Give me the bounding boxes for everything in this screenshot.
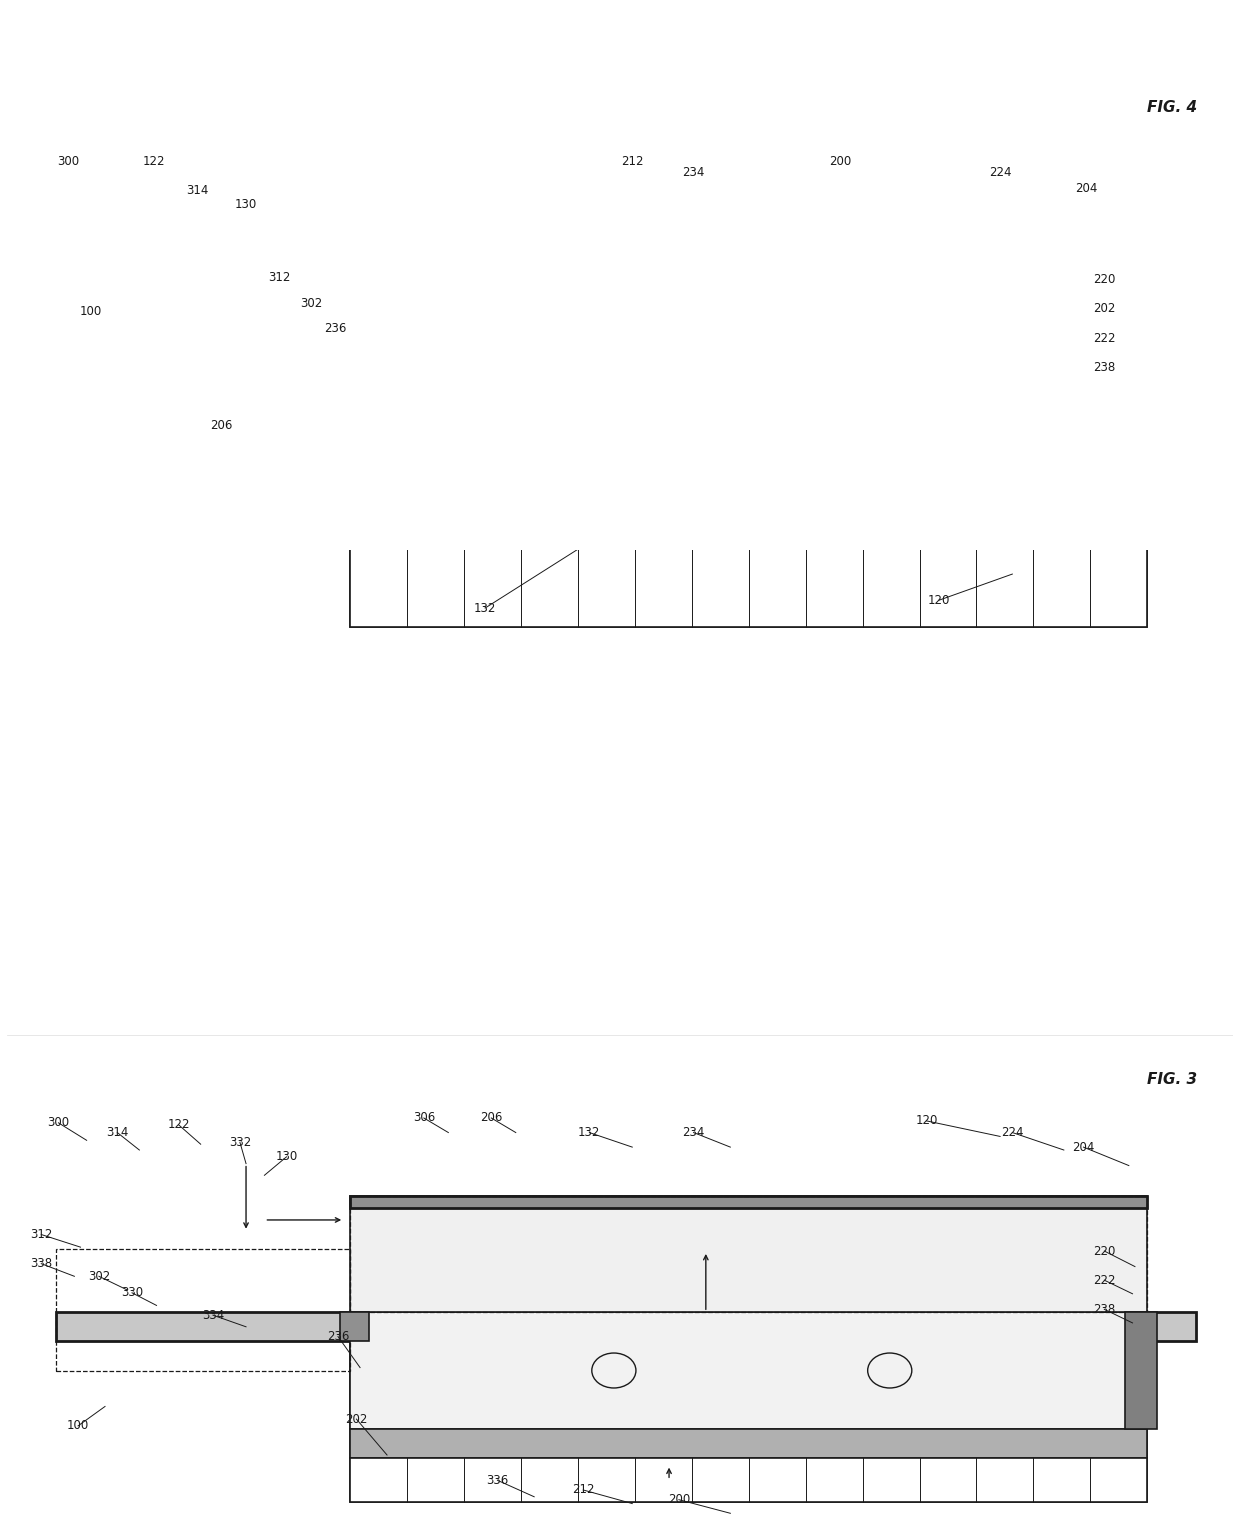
Text: 300: 300 [57,154,79,168]
Bar [350,225,1147,237]
Text: 100: 100 [79,306,102,318]
Text: FIG. 4: FIG. 4 [1147,101,1198,115]
Text: 236: 236 [325,322,347,335]
Text: 212: 212 [621,154,644,168]
Bar [350,1313,1147,1429]
Bar [350,457,1147,486]
Text: 306: 306 [413,1111,435,1125]
Text: 224: 224 [1001,1126,1023,1138]
Text: 222: 222 [1094,1274,1116,1287]
Bar [56,336,148,387]
Text: 130: 130 [275,1151,298,1163]
Bar [350,1196,1147,1209]
Bar [350,1458,1147,1502]
Bar [56,1313,1197,1342]
Text: 206: 206 [211,419,233,432]
Bar [350,341,1147,457]
Text: 206: 206 [480,1111,502,1125]
Bar [350,1313,1147,1502]
Bar [350,225,1147,341]
Text: 122: 122 [167,1118,190,1131]
Text: 220: 220 [1094,1244,1116,1258]
Text: 314: 314 [107,1126,129,1138]
Text: 120: 120 [915,1114,937,1128]
Text: 200: 200 [830,154,852,168]
Text: 234: 234 [682,167,704,179]
Text: 236: 236 [327,1329,350,1343]
Text: 202: 202 [345,1412,367,1426]
Text: 130: 130 [234,199,257,211]
Text: 334: 334 [202,1308,224,1322]
Text: 204: 204 [1075,182,1097,196]
Text: 120: 120 [928,594,950,607]
Text: 314: 314 [186,183,208,197]
Bar [341,336,368,370]
Text: 338: 338 [30,1258,52,1270]
Bar [341,1313,368,1342]
Text: 132: 132 [474,602,496,614]
Text: 312: 312 [268,272,290,284]
Text: FIG. 3: FIG. 3 [1147,1071,1198,1086]
Text: 204: 204 [1073,1140,1095,1154]
Text: 336: 336 [486,1475,508,1487]
Text: 220: 220 [1094,274,1116,286]
Text: 224: 224 [988,167,1012,179]
Text: 332: 332 [229,1135,250,1149]
Text: 300: 300 [47,1117,69,1129]
Bar [1125,1313,1157,1429]
Bar [56,341,1197,370]
Text: 212: 212 [572,1484,594,1496]
Text: 302: 302 [88,1270,110,1284]
Text: 202: 202 [1094,303,1116,315]
Bar [350,1196,1147,1313]
Text: 238: 238 [1094,361,1116,374]
Bar [350,341,1147,628]
Text: 132: 132 [578,1126,600,1138]
Text: 330: 330 [122,1287,143,1299]
Bar [56,1248,350,1371]
Text: 238: 238 [1094,1303,1116,1316]
Text: 234: 234 [682,1126,704,1138]
Text: 122: 122 [143,154,165,168]
Text: 312: 312 [30,1229,52,1241]
Text: 100: 100 [67,1420,89,1432]
Bar [350,1429,1147,1458]
Bar [350,486,1147,628]
Bar [350,1196,1147,1313]
Text: 200: 200 [667,1493,689,1507]
Bar [1125,341,1157,457]
Text: 222: 222 [1094,332,1116,344]
Text: 302: 302 [300,296,322,310]
